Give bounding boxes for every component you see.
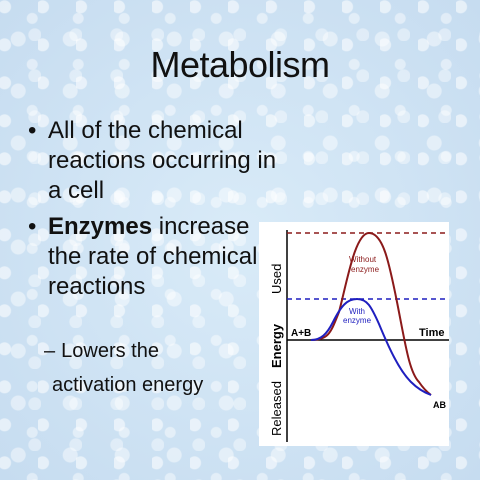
- bullet-text-2: increase the rate of chemical reactions: [48, 213, 258, 300]
- energy-diagram: Released Energy Used A+B Time AB Without…: [259, 222, 449, 446]
- without-enzyme-label-2: enzyme: [351, 265, 380, 274]
- product-label: AB: [433, 400, 446, 410]
- without-enzyme-label-1: Without: [349, 255, 377, 264]
- y-label-used: Used: [269, 264, 284, 294]
- sub-bullet-line-1: Lowers the: [61, 340, 159, 362]
- with-enzyme-curve: [310, 297, 432, 396]
- slide-title: Metabolism: [150, 44, 330, 85]
- bullet-list: • All of the chemical reactions occurrin…: [28, 116, 278, 308]
- y-label-energy: Energy: [269, 323, 284, 368]
- sub-bullet: – Lowers the activation energy: [44, 334, 254, 402]
- with-enzyme-label-1: With: [349, 307, 365, 316]
- bullet-dot-icon: •: [28, 117, 37, 144]
- time-label: Time: [419, 327, 444, 339]
- energy-diagram-svg: Released Energy Used A+B Time AB Without…: [269, 230, 449, 442]
- bullet-item-2: • Enzymes increase the rate of chemical …: [28, 212, 278, 302]
- bullet-dot-icon: •: [28, 213, 37, 240]
- bullet-keyword-enzymes: Enzymes: [48, 213, 153, 240]
- sub-bullet-line-2: activation energy: [52, 374, 204, 396]
- dash-icon: –: [44, 340, 56, 362]
- reactants-label: A+B: [291, 328, 311, 339]
- y-label-released: Released: [269, 381, 284, 436]
- with-enzyme-label-2: enzyme: [343, 316, 372, 325]
- bullet-item-1: • All of the chemical reactions occurrin…: [28, 116, 278, 206]
- bullet-text-1: All of the chemical reactions occurring …: [48, 117, 277, 204]
